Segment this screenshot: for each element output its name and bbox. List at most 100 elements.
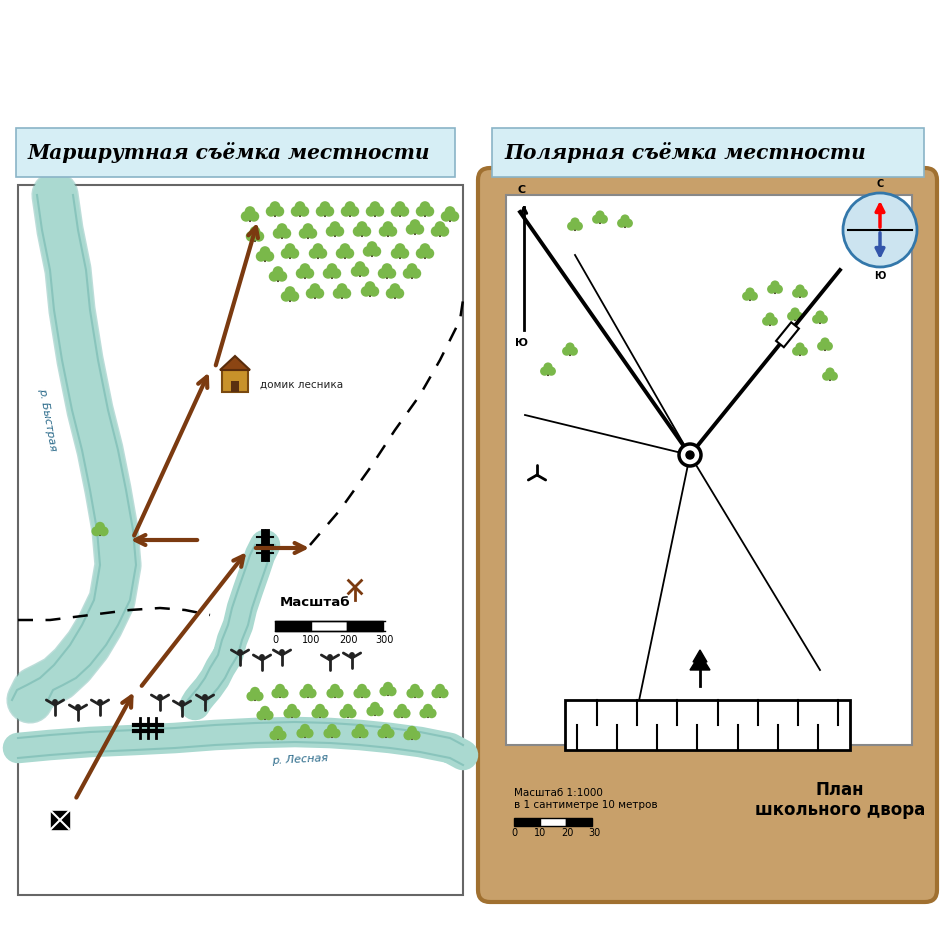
Circle shape (774, 285, 783, 294)
Circle shape (289, 291, 299, 302)
Circle shape (361, 688, 370, 698)
Circle shape (812, 315, 822, 323)
Circle shape (309, 283, 321, 294)
Circle shape (617, 219, 626, 227)
Circle shape (303, 223, 313, 234)
Circle shape (366, 206, 376, 217)
Circle shape (254, 231, 264, 242)
Circle shape (399, 206, 409, 217)
Circle shape (419, 201, 431, 212)
Circle shape (260, 706, 270, 715)
Circle shape (158, 695, 163, 699)
Circle shape (350, 652, 354, 657)
Circle shape (341, 206, 352, 217)
Circle shape (354, 261, 366, 272)
Circle shape (91, 526, 102, 536)
Circle shape (296, 728, 306, 738)
Bar (51, 811, 69, 829)
Text: План
школьного двора: План школьного двора (755, 780, 925, 820)
Circle shape (567, 222, 576, 230)
Circle shape (592, 214, 602, 224)
Circle shape (285, 286, 295, 297)
Circle shape (407, 263, 417, 274)
Circle shape (419, 709, 430, 718)
Circle shape (414, 688, 424, 698)
Text: 300: 300 (376, 635, 394, 645)
Circle shape (435, 683, 445, 694)
Circle shape (378, 728, 387, 738)
Circle shape (290, 709, 301, 718)
Circle shape (331, 268, 341, 279)
Circle shape (792, 289, 801, 298)
Text: С: С (876, 179, 884, 189)
Circle shape (793, 312, 803, 321)
Circle shape (339, 709, 350, 718)
Circle shape (308, 248, 320, 259)
Circle shape (294, 201, 306, 212)
Circle shape (370, 246, 382, 257)
Circle shape (795, 342, 805, 352)
Circle shape (543, 363, 553, 371)
Circle shape (380, 686, 389, 697)
Circle shape (345, 201, 355, 212)
Circle shape (320, 201, 330, 212)
Circle shape (355, 724, 365, 734)
Circle shape (330, 221, 340, 232)
Bar (566, 818, 592, 826)
Circle shape (415, 206, 427, 217)
Circle shape (361, 227, 371, 237)
Circle shape (445, 206, 455, 217)
Text: Масштаб: Масштаб (280, 596, 351, 609)
Circle shape (351, 266, 361, 276)
Circle shape (771, 280, 779, 290)
Circle shape (334, 688, 344, 698)
Circle shape (311, 709, 321, 718)
Circle shape (330, 683, 340, 694)
Circle shape (274, 206, 284, 217)
Circle shape (306, 688, 317, 698)
Bar (514, 818, 540, 826)
Text: р. Быстрая: р. Быстрая (38, 387, 58, 452)
Circle shape (769, 317, 778, 326)
Circle shape (374, 706, 384, 716)
Text: 20: 20 (561, 828, 573, 838)
Circle shape (843, 193, 917, 267)
Circle shape (540, 367, 549, 376)
Text: 30: 30 (588, 828, 600, 838)
Circle shape (745, 288, 755, 296)
Circle shape (303, 683, 313, 694)
Circle shape (395, 243, 405, 254)
Circle shape (410, 683, 420, 694)
Circle shape (276, 223, 288, 234)
Circle shape (424, 248, 434, 259)
Circle shape (331, 728, 340, 738)
Circle shape (356, 221, 368, 232)
Text: 0: 0 (511, 828, 517, 838)
Circle shape (799, 347, 807, 355)
Circle shape (313, 243, 323, 254)
Circle shape (327, 724, 337, 734)
Circle shape (821, 337, 830, 347)
Circle shape (276, 271, 288, 282)
Circle shape (284, 709, 293, 718)
Circle shape (248, 212, 259, 222)
Circle shape (394, 709, 403, 718)
Circle shape (285, 243, 295, 254)
Circle shape (323, 206, 335, 217)
Circle shape (822, 371, 831, 381)
Circle shape (336, 248, 347, 259)
Circle shape (363, 246, 373, 257)
Circle shape (825, 368, 835, 377)
Circle shape (76, 705, 80, 709)
Circle shape (402, 268, 414, 279)
Circle shape (334, 227, 344, 237)
Circle shape (620, 214, 630, 224)
Circle shape (289, 248, 299, 259)
Circle shape (352, 227, 364, 237)
Circle shape (359, 728, 368, 738)
Circle shape (257, 711, 266, 720)
Circle shape (391, 248, 401, 259)
Circle shape (300, 724, 310, 734)
Circle shape (595, 211, 604, 220)
Text: 200: 200 (338, 635, 357, 645)
